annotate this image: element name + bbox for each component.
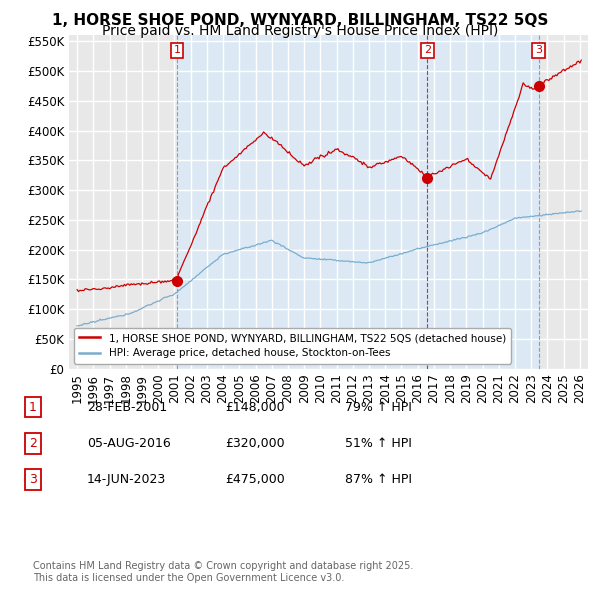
Text: £475,000: £475,000 bbox=[225, 473, 285, 486]
Text: 3: 3 bbox=[29, 473, 37, 486]
Text: 79% ↑ HPI: 79% ↑ HPI bbox=[345, 401, 412, 414]
Text: 87% ↑ HPI: 87% ↑ HPI bbox=[345, 473, 412, 486]
Text: Price paid vs. HM Land Registry's House Price Index (HPI): Price paid vs. HM Land Registry's House … bbox=[102, 24, 498, 38]
Text: Contains HM Land Registry data © Crown copyright and database right 2025.
This d: Contains HM Land Registry data © Crown c… bbox=[33, 561, 413, 583]
Text: 3: 3 bbox=[535, 45, 542, 55]
Text: 1: 1 bbox=[173, 45, 181, 55]
Text: 28-FEB-2001: 28-FEB-2001 bbox=[87, 401, 167, 414]
Text: 51% ↑ HPI: 51% ↑ HPI bbox=[345, 437, 412, 450]
Text: 2: 2 bbox=[424, 45, 431, 55]
Text: 05-AUG-2016: 05-AUG-2016 bbox=[87, 437, 171, 450]
Text: £148,000: £148,000 bbox=[225, 401, 284, 414]
Text: 1: 1 bbox=[29, 401, 37, 414]
Text: 1, HORSE SHOE POND, WYNYARD, BILLINGHAM, TS22 5QS: 1, HORSE SHOE POND, WYNYARD, BILLINGHAM,… bbox=[52, 13, 548, 28]
Text: 2: 2 bbox=[29, 437, 37, 450]
Legend: 1, HORSE SHOE POND, WYNYARD, BILLINGHAM, TS22 5QS (detached house), HPI: Average: 1, HORSE SHOE POND, WYNYARD, BILLINGHAM,… bbox=[74, 328, 511, 363]
Bar bbox=[177, 35, 539, 369]
Text: £320,000: £320,000 bbox=[225, 437, 284, 450]
Text: 14-JUN-2023: 14-JUN-2023 bbox=[87, 473, 166, 486]
